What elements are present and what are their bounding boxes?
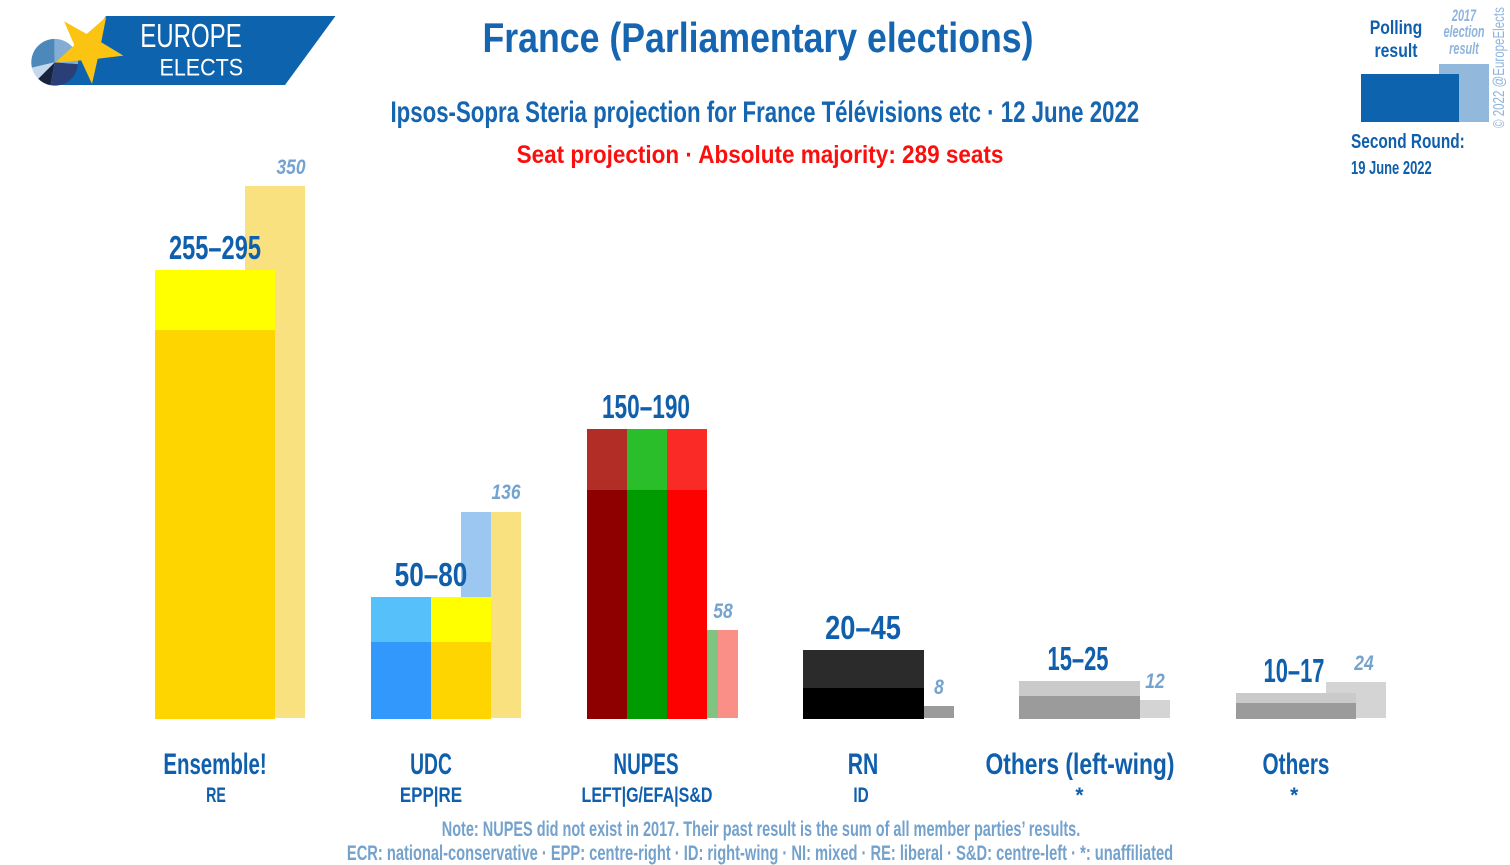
svg-text:EUROPE: EUROPE <box>140 18 242 55</box>
svg-text:ELECTS: ELECTS <box>160 53 244 80</box>
